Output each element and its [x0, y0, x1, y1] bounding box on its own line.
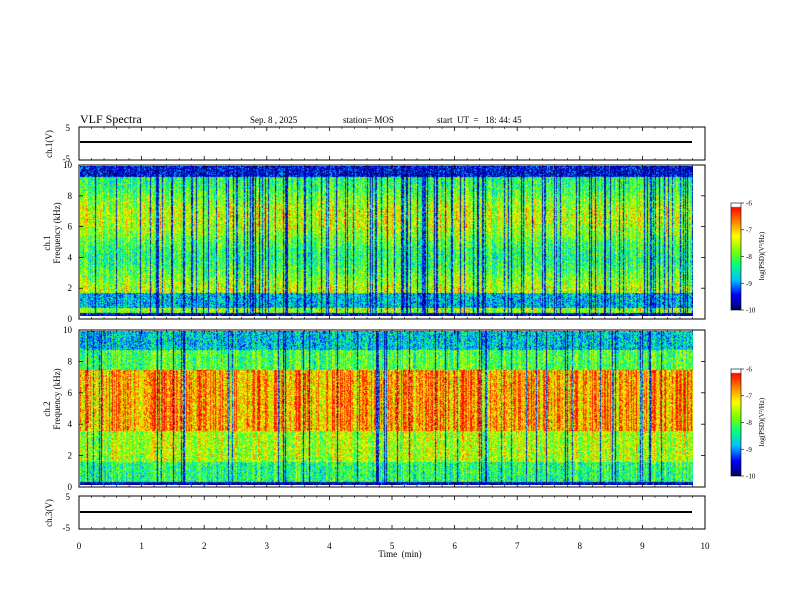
x-tick-label: 1: [139, 541, 144, 551]
ch1-spectrogram-frame: [78, 164, 706, 320]
x-tick-label: 2: [202, 541, 207, 551]
ch1-colorbar: [731, 203, 741, 310]
ch1-spec-ylabel-channel: ch.1: [42, 235, 52, 250]
y-tick-label: 10: [63, 160, 73, 170]
ch2-spec-ylabel-channel: ch.2: [42, 401, 52, 416]
ch2-spectrogram-frame: [78, 329, 706, 488]
y-tick-label: 0: [68, 314, 73, 324]
figure-title: VLF Spectra: [80, 112, 142, 126]
x-tick-label: 9: [640, 541, 645, 551]
x-tick-label: 6: [452, 541, 457, 551]
date-label: Sep. 8 , 2025: [250, 115, 298, 125]
ch1-spec-ylabel-axis: Frequency (kHz): [52, 202, 62, 263]
colorbar-tick-label: -8: [746, 419, 752, 427]
ch1-ytick-bottom: -5: [63, 154, 71, 164]
y-tick-label: 8: [68, 356, 73, 366]
ch2-colorbar-label: log(PSD)(V²/Hz): [758, 397, 766, 446]
ch1-colorbar-label: log(PSD)(V²/Hz): [758, 231, 766, 280]
start-time-label: start UT = 18: 44: 45: [437, 115, 522, 125]
ch3-ytick-bottom: -5: [63, 523, 71, 533]
ch2-colorbar: [731, 369, 741, 476]
y-tick-label: 0: [68, 482, 73, 492]
ch1-ylabel: ch.1(V): [44, 130, 54, 158]
y-tick-label: 2: [68, 451, 73, 461]
colorbar-tick-label: -7: [746, 392, 752, 400]
ch1-colorbar-frame: [730, 202, 742, 311]
y-tick-label: 4: [68, 252, 73, 262]
ch1-waveform-frame: [78, 126, 706, 161]
x-tick-label: 5: [390, 541, 395, 551]
colorbar-tick-label: -10: [746, 307, 756, 315]
ch2-colorbar-frame: [730, 368, 742, 477]
y-tick-label: 10: [63, 325, 73, 335]
y-tick-label: 6: [68, 222, 73, 232]
colorbar-tick-label: -6: [746, 200, 752, 208]
y-tick-label: 2: [68, 283, 73, 293]
x-tick-label: 0: [77, 541, 82, 551]
ch3-ylabel: ch.3(V): [44, 499, 54, 527]
x-tick-label: 7: [515, 541, 520, 551]
ch2-spectrogram-image: [80, 331, 693, 485]
x-axis-label: Time (min): [378, 549, 421, 559]
station-label: station= MOS: [343, 115, 394, 125]
colorbar-tick-label: -9: [746, 280, 752, 288]
colorbar-tick-label: -7: [746, 226, 752, 234]
y-tick-label: 8: [68, 191, 73, 201]
x-tick-label: 3: [265, 541, 270, 551]
y-tick-label: 6: [68, 388, 73, 398]
ch2-spec-ylabel-axis: Frequency (kHz): [52, 368, 62, 429]
colorbar-tick-label: -8: [746, 253, 752, 261]
ch1-ytick-top: 5: [66, 123, 71, 133]
colorbar-tick-label: -6: [746, 366, 752, 374]
colorbar-tick-label: -10: [746, 473, 756, 481]
x-tick-label: 4: [327, 541, 332, 551]
x-tick-label: 8: [578, 541, 583, 551]
x-tick-label: 10: [701, 541, 711, 551]
ch1-spectrogram-image: [80, 166, 693, 316]
y-tick-label: 4: [68, 419, 73, 429]
ch3-ytick-top: 5: [66, 492, 71, 502]
colorbar-tick-label: -9: [746, 446, 752, 454]
